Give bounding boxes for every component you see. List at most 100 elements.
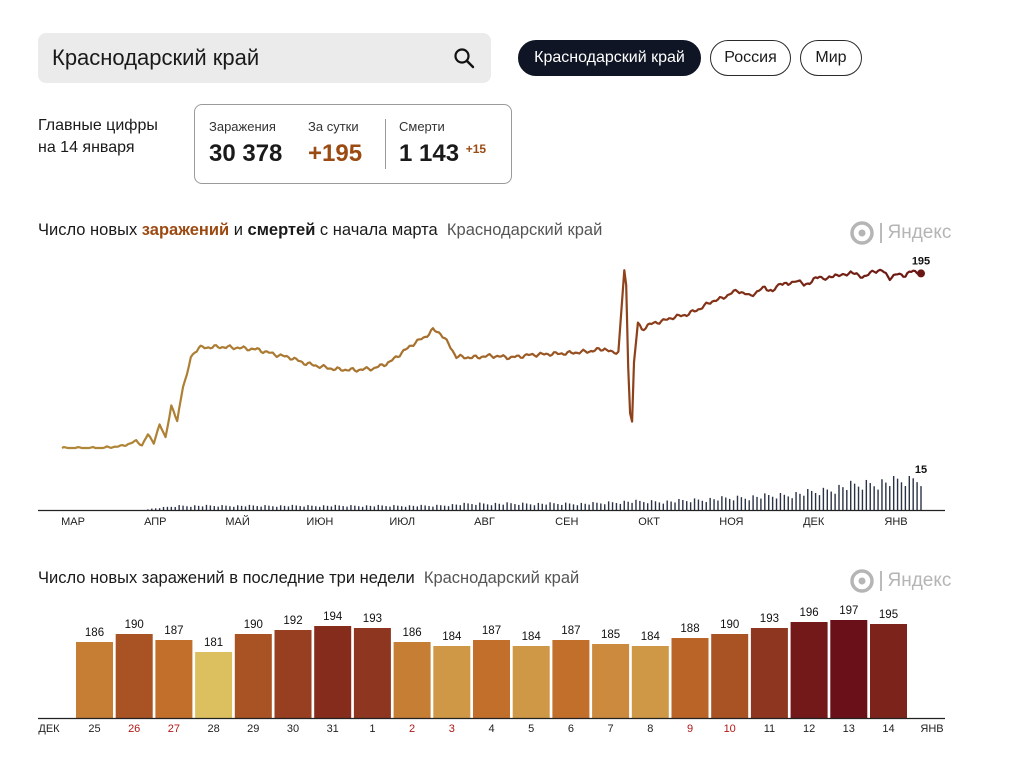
x-tick-label: 4 <box>488 723 494 735</box>
stat-infections-value: 30 378 <box>209 140 283 167</box>
brand-divider <box>880 571 882 591</box>
deaths-bar <box>147 509 149 510</box>
bar-value-label: 192 <box>283 615 302 627</box>
deaths-bar <box>553 503 555 510</box>
deaths-bar <box>486 504 489 510</box>
x-tick-label: ОКТ <box>638 516 660 528</box>
deaths-bar <box>604 504 606 510</box>
deaths-bar <box>498 503 501 510</box>
x-tick-label: АВГ <box>474 516 495 528</box>
deaths-bar <box>803 495 805 510</box>
deaths-bar <box>346 506 348 510</box>
bar-value-label: 184 <box>641 631 661 643</box>
deaths-bar <box>900 482 903 510</box>
search-input[interactable]: Краснодарский край <box>52 45 260 70</box>
bar-value-label: 187 <box>164 625 183 637</box>
deaths-bar <box>697 499 700 510</box>
chart2-title-region: Краснодарский край <box>423 569 580 587</box>
x-tick-label: МАР <box>61 516 85 528</box>
deaths-bar <box>725 497 727 510</box>
bar <box>314 626 352 718</box>
deaths-bar <box>853 483 856 510</box>
deaths-bar <box>217 506 219 510</box>
deaths-bar <box>600 503 602 510</box>
search-box[interactable]: Краснодарский край <box>38 33 491 83</box>
deaths-bar <box>436 504 438 510</box>
deaths-bar <box>701 500 704 510</box>
main-numbers-date: на 14 января <box>38 139 135 156</box>
deaths-bar <box>561 504 563 510</box>
search-icon[interactable] <box>451 45 477 71</box>
deaths-bar <box>896 478 899 510</box>
deaths-bar <box>814 492 817 510</box>
deaths-bar <box>646 503 649 510</box>
deaths-bar <box>533 505 536 510</box>
deaths-bar <box>623 500 625 510</box>
tab-krasnodar[interactable]: Краснодарский край <box>518 40 701 76</box>
deaths-bar <box>627 501 629 510</box>
deaths-bar <box>326 505 329 510</box>
deaths-bar <box>291 504 294 510</box>
tab-world[interactable]: Мир <box>800 40 862 76</box>
deaths-bar <box>732 500 735 510</box>
deaths-bar <box>334 504 337 510</box>
brand-divider <box>880 223 882 243</box>
bar <box>155 640 193 718</box>
deaths-bar <box>889 486 891 510</box>
deaths-bar <box>510 503 512 510</box>
x-tick-label: 3 <box>449 723 455 735</box>
stat-infections-label: Заражения <box>209 119 276 134</box>
bar <box>592 644 630 718</box>
deaths-bar <box>713 499 715 510</box>
deaths-bar <box>186 506 188 510</box>
stat-deaths: Смерти 1 143 +15 <box>399 119 486 168</box>
deaths-bar <box>787 496 789 510</box>
deaths-bar <box>377 504 379 510</box>
deaths-bar <box>740 497 743 510</box>
deaths-bar <box>408 505 411 510</box>
deaths-bar <box>549 502 551 510</box>
deaths-bar <box>877 489 879 510</box>
x-tick-label: 6 <box>568 723 574 735</box>
infections-line <box>61 268 922 450</box>
bar <box>195 652 233 718</box>
deaths-bar <box>728 498 731 510</box>
deaths-bar <box>670 501 672 510</box>
bar-value-label: 184 <box>522 631 542 643</box>
deaths-bar <box>799 493 801 510</box>
deaths-bar <box>912 478 914 510</box>
bar <box>671 638 709 718</box>
deaths-bar <box>643 502 645 510</box>
x-tick-label: СЕН <box>555 516 578 528</box>
deaths-bar <box>416 506 419 510</box>
deaths-bar <box>518 504 520 510</box>
deaths-bar <box>279 505 282 510</box>
deaths-bar <box>721 496 723 510</box>
chart2-title-text: Число новых заражений в последние три не… <box>38 569 415 587</box>
deaths-bar <box>639 500 641 510</box>
deaths-bar <box>162 506 165 510</box>
bar <box>353 628 391 718</box>
yandex-brand-1: Яндекс <box>850 221 951 245</box>
deaths-bar <box>237 505 239 510</box>
deaths-bar <box>873 486 875 510</box>
deaths-bar <box>451 504 454 510</box>
chart2-title: Число новых заражений в последние три не… <box>38 569 579 588</box>
deaths-bar <box>916 482 918 510</box>
bar-value-label: 188 <box>680 623 699 635</box>
deaths-bar <box>892 476 895 510</box>
deaths-bar <box>705 502 707 510</box>
bar-value-label: 190 <box>125 619 144 631</box>
tab-russia[interactable]: Россия <box>710 40 791 76</box>
deaths-bar <box>350 505 352 510</box>
bar-value-label: 197 <box>839 605 858 617</box>
deaths-bar <box>678 498 680 510</box>
deaths-bar <box>506 502 508 510</box>
deaths-bar <box>354 505 356 510</box>
bar-value-label: 190 <box>720 619 739 631</box>
deaths-bar <box>502 504 504 510</box>
deaths-bar <box>303 506 305 510</box>
deaths-bar <box>752 495 754 510</box>
deaths-bar <box>264 505 266 510</box>
